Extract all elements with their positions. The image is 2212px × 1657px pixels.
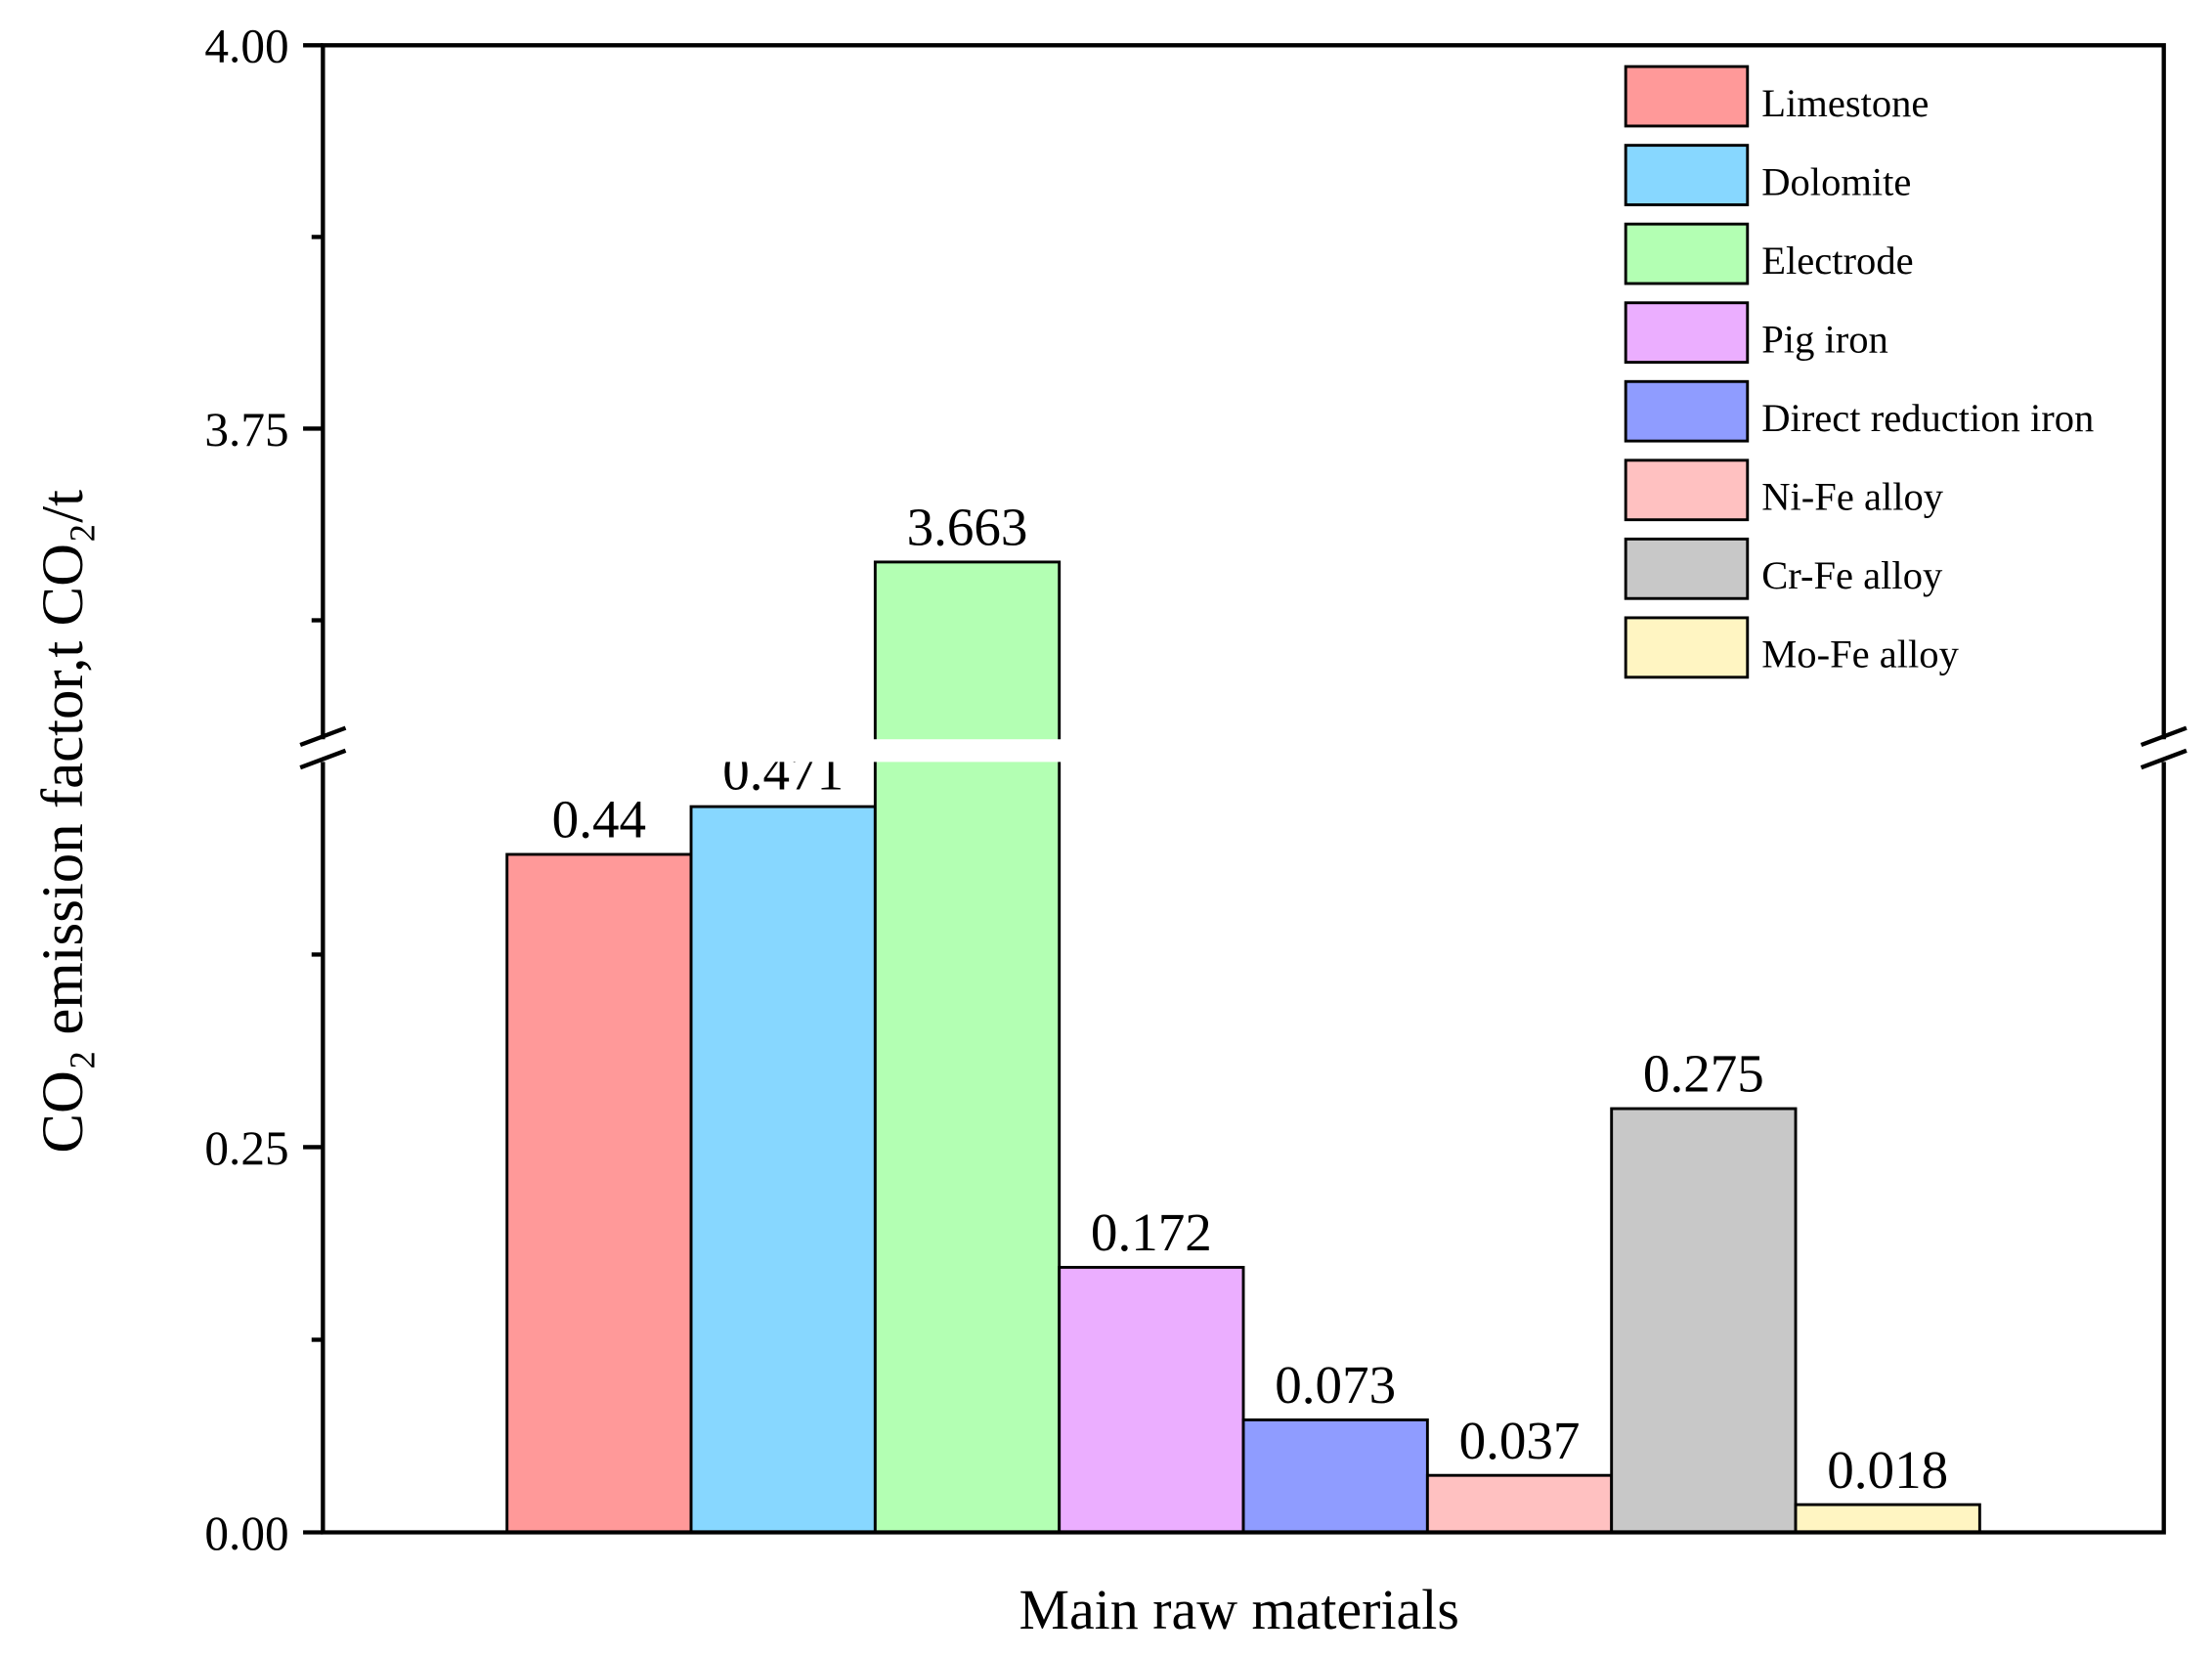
legend-swatch	[1624, 458, 1750, 522]
legend-label: Electrode	[1761, 239, 1913, 283]
break-mark	[2140, 748, 2188, 770]
legend-label: Pig iron	[1761, 317, 1888, 361]
legend-swatch	[1624, 616, 1750, 679]
value-label: 0.018	[1827, 1440, 1948, 1500]
value-label: 0.037	[1459, 1411, 1581, 1470]
bar	[689, 805, 877, 1534]
x-axis-label: Main raw materials	[1019, 1578, 1458, 1641]
bar	[1058, 1265, 1245, 1534]
legend-label: Ni-Fe alloy	[1761, 475, 1944, 519]
y-tick-label: 4.00	[204, 20, 288, 73]
y-tick-label: 3.75	[204, 403, 288, 457]
legend-swatch	[1624, 379, 1750, 443]
legend-swatch	[1624, 222, 1750, 285]
value-label: 0.172	[1091, 1202, 1212, 1262]
y-tick-label: 0.00	[204, 1506, 288, 1560]
bar	[1425, 1473, 1614, 1534]
y-tick-label: 0.25	[204, 1121, 288, 1175]
value-label: 0.275	[1643, 1044, 1764, 1104]
y-axis-label: CO₂ emission factor,t CO₂/t	[30, 490, 96, 1154]
legend-label: Limestone	[1761, 81, 1929, 125]
legend-label: Dolomite	[1761, 159, 1911, 203]
legend-label: Cr-Fe alloy	[1761, 553, 1943, 597]
value-label: 0.44	[552, 790, 646, 850]
value-label: 0.073	[1275, 1355, 1396, 1415]
bar	[505, 852, 693, 1534]
value-label: 3.663	[907, 498, 1028, 557]
break-mark	[299, 725, 347, 748]
break-mark	[299, 748, 347, 770]
bar	[1610, 1107, 1798, 1534]
bar	[873, 560, 1062, 1534]
legend-swatch	[1624, 301, 1750, 365]
axis-break-gap	[325, 739, 2161, 763]
bar	[1241, 1418, 1429, 1534]
bar	[1794, 1503, 1981, 1534]
legend-swatch	[1624, 144, 1750, 206]
legend-label: Mo-Fe alloy	[1761, 632, 1959, 676]
break-mark	[2140, 725, 2188, 748]
legend-label: Direct reduction iron	[1761, 396, 2094, 440]
legend-swatch	[1624, 65, 1750, 128]
legend-swatch	[1624, 537, 1750, 600]
